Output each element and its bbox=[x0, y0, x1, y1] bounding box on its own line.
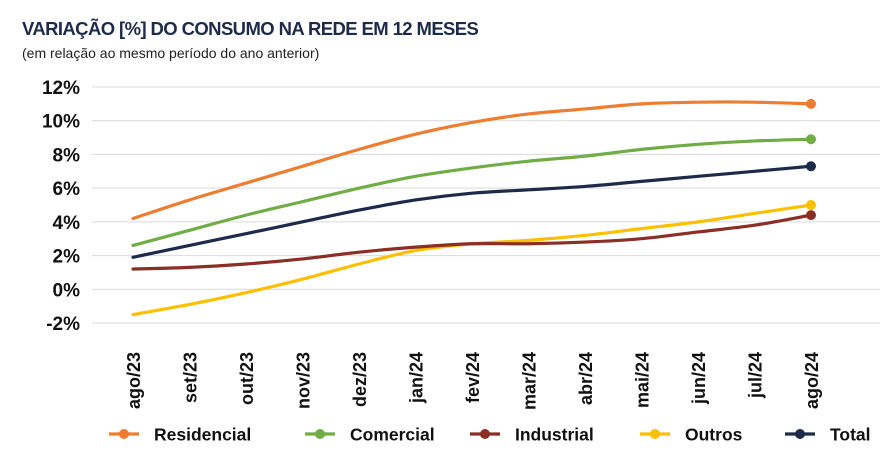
legend-marker bbox=[315, 429, 325, 439]
series-layer bbox=[131, 98, 816, 317]
y-tick-label: 0% bbox=[53, 280, 81, 301]
x-tick-label: set/23 bbox=[181, 352, 201, 403]
x-tick-label: jan/24 bbox=[407, 352, 427, 404]
chart-title: VARIAÇÃO [%] DO CONSUMO NA REDE EM 12 ME… bbox=[22, 18, 479, 39]
legend-item-industrial: Industrial bbox=[470, 425, 594, 445]
x-tick-label: ago/23 bbox=[124, 352, 144, 409]
legend-item-outros: Outros bbox=[640, 425, 743, 445]
y-tick-label: 4% bbox=[53, 213, 81, 234]
x-tick-label: jun/24 bbox=[689, 352, 709, 405]
legend-label: Total bbox=[830, 425, 871, 445]
y-tick-label: 2% bbox=[53, 247, 81, 268]
y-axis-ticks: -2% 0% 2% 4% 6% 8% 10% 12% bbox=[42, 78, 80, 335]
legend-marker bbox=[119, 429, 129, 439]
series-endpoint-comercial bbox=[806, 134, 816, 145]
x-tick-label: nov/23 bbox=[294, 352, 314, 409]
x-tick-label: out/23 bbox=[237, 352, 257, 405]
series-endpoint-outros bbox=[806, 200, 816, 210]
x-tick-label: ago/24 bbox=[802, 352, 822, 409]
y-tick-label: 10% bbox=[42, 112, 80, 133]
x-tick-label: fev/24 bbox=[463, 352, 483, 403]
series-endpoint-industrial bbox=[806, 210, 816, 221]
x-tick-label: dez/23 bbox=[350, 352, 370, 407]
legend-label: Comercial bbox=[350, 425, 435, 445]
y-tick-label: -2% bbox=[46, 314, 80, 335]
legend-label: Residencial bbox=[154, 425, 251, 445]
series-line-comercial bbox=[131, 137, 813, 248]
series-line-industrial bbox=[131, 213, 813, 271]
grid-layer bbox=[92, 86, 880, 324]
legend-item-residencial: Residencial bbox=[109, 425, 251, 445]
x-tick-label: mai/24 bbox=[633, 352, 653, 408]
y-tick-label: 12% bbox=[42, 78, 80, 99]
x-axis-ticks: ago/23 set/23 out/23 nov/23 dez/23 jan/24 fev/… bbox=[124, 352, 822, 410]
legend-marker bbox=[480, 429, 490, 439]
legend-item-total: Total bbox=[785, 425, 871, 445]
chart-subtitle: (em relação ao mesmo período do ano ante… bbox=[22, 45, 320, 61]
y-tick-label: 8% bbox=[53, 145, 81, 166]
legend-label: Outros bbox=[685, 425, 743, 445]
series-endpoint-total bbox=[806, 161, 816, 172]
y-tick-label: 6% bbox=[53, 179, 81, 200]
legend-marker bbox=[795, 429, 805, 439]
series-line-residencial bbox=[131, 100, 813, 221]
legend-item-comercial: Comercial bbox=[305, 425, 435, 445]
series-line-total bbox=[131, 164, 813, 259]
legend-marker bbox=[650, 429, 660, 439]
x-tick-label: mar/24 bbox=[520, 352, 540, 410]
series-endpoint-residencial bbox=[806, 98, 816, 109]
x-tick-label: abr/24 bbox=[576, 352, 596, 405]
legend-label: Industrial bbox=[515, 425, 594, 445]
x-tick-label: jul/24 bbox=[746, 352, 766, 399]
legend: Residencial Comercial Industrial Outros Tota… bbox=[109, 425, 871, 445]
